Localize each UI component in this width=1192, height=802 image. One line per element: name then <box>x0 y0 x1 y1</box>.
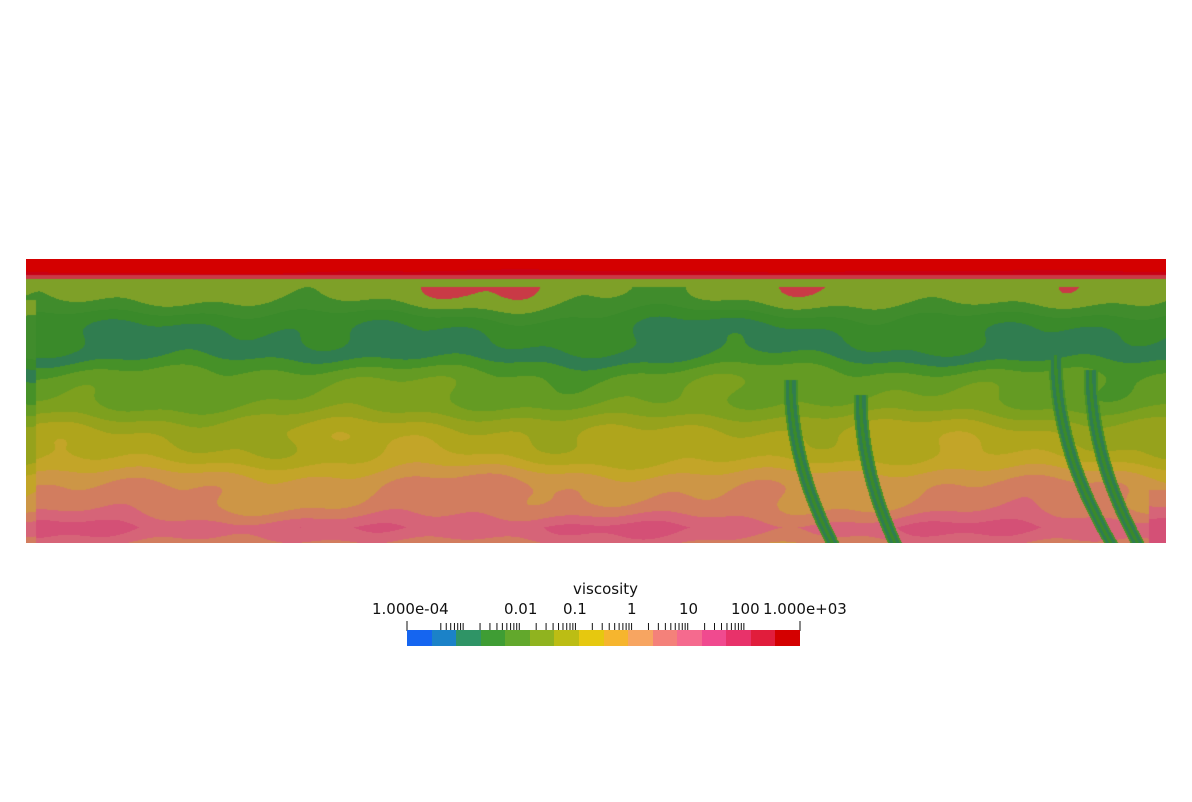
colorbar-swatch <box>775 630 800 646</box>
colorbar-title: viscosity <box>573 580 639 598</box>
colorbar-swatch <box>652 630 678 646</box>
colorbar-swatch <box>554 630 579 646</box>
colorbar-swatch <box>480 630 506 646</box>
viscosity-field-plot <box>26 259 1166 543</box>
colorbar-swatch <box>456 630 481 646</box>
colorbar-swatch <box>701 630 727 646</box>
colorbar-swatch <box>578 630 604 646</box>
colorbar-swatch <box>726 630 751 646</box>
colorbar-tick-label: 10 <box>679 600 699 618</box>
colorbar-swatch <box>677 630 702 646</box>
colorbar-tick-label: 100 <box>731 600 760 618</box>
colorbar-swatch <box>529 630 555 646</box>
colorbar-max-label: 1.000e+03 <box>763 600 847 618</box>
colorbar-swatch <box>505 630 530 646</box>
colorbar-tick-label: 1 <box>627 600 637 618</box>
colorbar-tick-label: 0.1 <box>563 600 587 618</box>
colorbar <box>407 630 800 646</box>
colorbar-swatch <box>603 630 629 646</box>
colorbar-swatch <box>750 630 776 646</box>
colorbar-swatch <box>407 630 432 646</box>
colorbar-min-label: 1.000e-04 <box>372 600 449 618</box>
colorbar-swatch <box>431 630 457 646</box>
colorbar-tick-label: 0.01 <box>504 600 538 618</box>
colorbar-swatch <box>628 630 653 646</box>
